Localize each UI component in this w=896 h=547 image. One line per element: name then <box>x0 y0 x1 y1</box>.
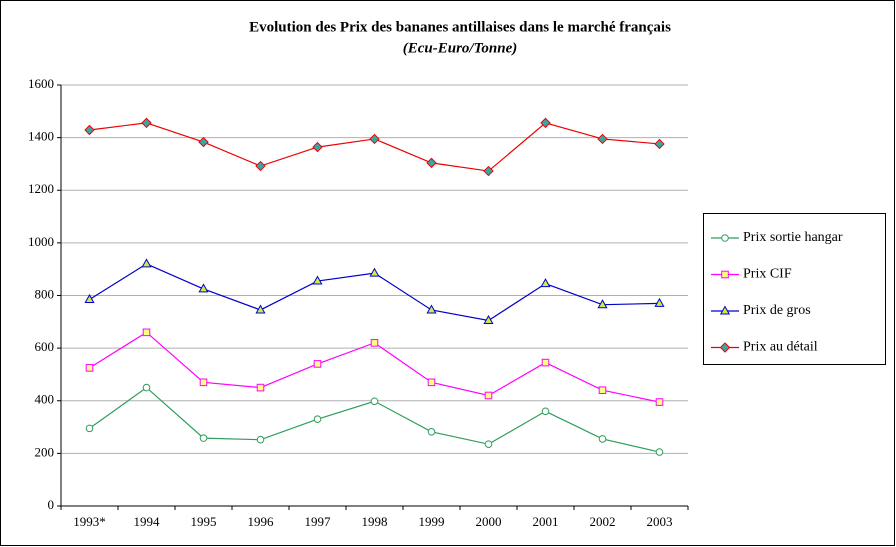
point <box>142 383 151 392</box>
y-tick-label: 800 <box>35 286 55 301</box>
legend-label: Prix de gros <box>743 303 811 318</box>
point <box>597 133 608 145</box>
x-tick-label: 2001 <box>533 514 559 529</box>
point <box>541 407 550 416</box>
point <box>598 435 607 443</box>
legend-box <box>703 213 886 365</box>
point <box>719 305 731 315</box>
x-tick-label: 1999 <box>419 514 445 529</box>
point <box>84 293 95 303</box>
point <box>198 283 209 293</box>
point <box>312 141 323 153</box>
point <box>484 440 493 448</box>
x-tick-label: 1995 <box>191 514 217 529</box>
point <box>719 342 731 353</box>
y-tick-label: 1200 <box>28 181 54 196</box>
point <box>85 424 94 433</box>
legend-label: Prix au détail <box>743 340 818 355</box>
point <box>426 304 437 314</box>
point <box>85 364 94 372</box>
point <box>654 297 665 307</box>
point <box>426 157 437 169</box>
point <box>255 304 266 314</box>
y-tick-label: 600 <box>35 339 55 354</box>
x-tick-label: 1993* <box>73 514 106 529</box>
point <box>369 133 380 145</box>
x-tick-label: 1994 <box>134 514 161 529</box>
point <box>540 278 551 288</box>
point <box>427 427 436 436</box>
legend-label: Prix CIF <box>743 267 792 282</box>
x-tick-label: 2000 <box>476 514 502 529</box>
point <box>721 270 729 279</box>
point <box>141 117 152 129</box>
point <box>256 383 265 392</box>
point <box>313 415 322 423</box>
point <box>198 136 209 148</box>
y-tick-label: 1000 <box>28 234 54 249</box>
chart-subtitle: (Ecu-Euro/Tonne) <box>403 40 517 56</box>
x-tick-label: 2003 <box>647 514 673 529</box>
x-tick-label: 1997 <box>305 514 332 529</box>
chart-title: Evolution des Prix des bananes antillais… <box>249 19 671 35</box>
point <box>598 386 607 395</box>
point <box>655 448 664 456</box>
point <box>84 124 95 136</box>
point <box>199 434 208 442</box>
point <box>255 160 266 172</box>
point <box>541 358 550 367</box>
point <box>199 378 208 387</box>
point <box>655 398 664 406</box>
point <box>427 378 436 387</box>
point <box>370 339 379 347</box>
point <box>369 267 380 277</box>
point <box>721 234 729 242</box>
legend-label: Prix sortie hangar <box>743 230 843 245</box>
point <box>540 117 551 129</box>
point <box>483 314 494 324</box>
y-tick-label: 1400 <box>28 129 54 144</box>
point <box>484 391 493 400</box>
point <box>312 275 323 285</box>
point <box>313 360 322 368</box>
point <box>483 165 494 177</box>
x-tick-label: 1996 <box>248 514 275 529</box>
point <box>370 397 379 406</box>
point <box>141 258 152 268</box>
point <box>256 435 265 444</box>
x-tick-label: 1998 <box>362 514 388 529</box>
y-tick-label: 200 <box>35 444 55 459</box>
x-tick-label: 2002 <box>590 514 616 529</box>
y-tick-label: 400 <box>35 392 55 407</box>
point <box>597 299 608 309</box>
y-tick-label: 1600 <box>28 76 54 91</box>
y-tick-label: 0 <box>48 497 55 512</box>
point <box>142 328 151 337</box>
point <box>654 138 665 150</box>
